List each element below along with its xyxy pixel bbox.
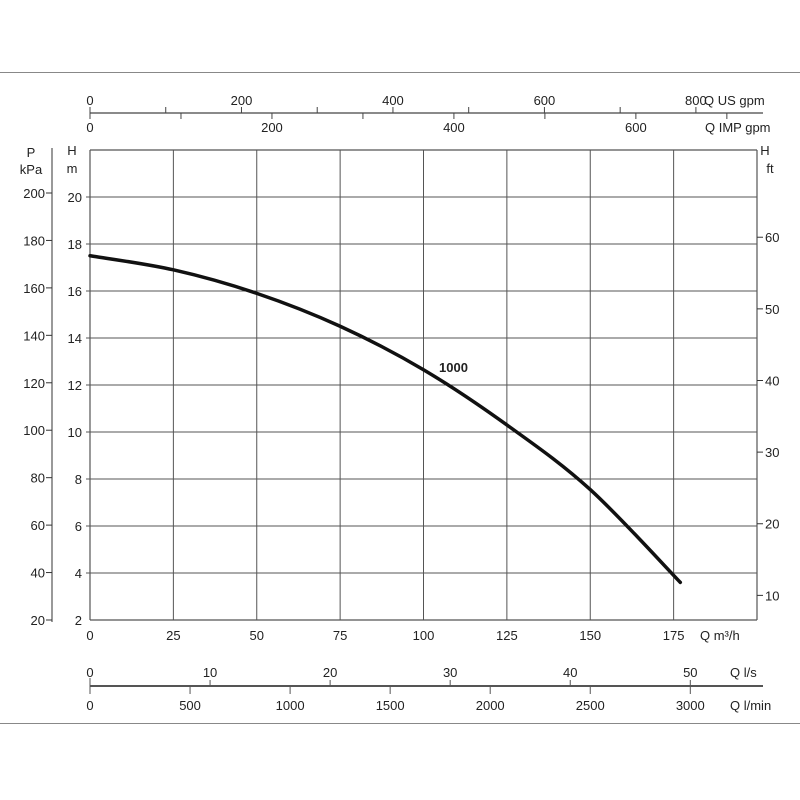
tick-label-imp-gpm: 200 [261,120,283,135]
tick-label-imp-gpm: 400 [443,120,465,135]
y-tick-label-ft: 50 [765,302,779,317]
tick-label-us-gpm: 0 [86,93,93,108]
y-tick-label-m: 14 [68,331,82,346]
tick-label-lmin: 2500 [576,698,605,713]
y-tick-label-kpa: 100 [23,423,45,438]
y-tick-label-ft: 40 [765,373,779,388]
tick-label-imp-gpm: 0 [86,120,93,135]
x-tick-label-m3h: 125 [496,628,518,643]
curve-label: 1000 [439,360,468,375]
tick-label-ls: 30 [443,665,457,680]
x-tick-label-m3h: 0 [86,628,93,643]
y-tick-label-ft: 20 [765,517,779,532]
tick-label-lmin: 3000 [676,698,705,713]
axis-label-ls: Q l/s [730,665,757,680]
pump-curve-1000 [88,254,683,585]
tick-label-us-gpm: 400 [382,93,404,108]
tick-label-us-gpm: 200 [231,93,253,108]
y-axis-unit-m: m [67,161,78,176]
tick-label-lmin: 1500 [376,698,405,713]
y-tick-label-m: 8 [75,472,82,487]
tick-label-ls: 20 [323,665,337,680]
y-tick-label-ft: 60 [765,230,779,245]
axis-label-us-gpm: Q US gpm [704,93,765,108]
y-tick-label-m: 16 [68,284,82,299]
y-tick-label-m: 6 [75,519,82,534]
tick-label-ls: 10 [203,665,217,680]
y-tick-label-m: 2 [75,613,82,628]
y-tick-label-m: 12 [68,378,82,393]
y-tick-label-kpa: 180 [23,233,45,248]
y-axis-label-h: H [67,143,76,158]
y-axis-unit-kpa: kPa [20,162,43,177]
x-tick-label-m3h: 100 [413,628,435,643]
tick-label-us-gpm: 600 [534,93,556,108]
y-tick-label-kpa: 20 [31,613,45,628]
x-axis-label-m3h: Q m³/h [700,628,740,643]
tick-label-us-gpm: 800 [685,93,707,108]
tick-label-lmin: 0 [86,698,93,713]
y-tick-label-ft: 10 [765,588,779,603]
y-axis-unit-ft: ft [766,161,774,176]
y-axis-label-h-right: H [760,143,769,158]
tick-label-lmin: 2000 [476,698,505,713]
x-tick-label-m3h: 150 [579,628,601,643]
y-axis-label-p: P [27,145,36,160]
y-tick-label-m: 18 [68,237,82,252]
x-tick-label-m3h: 25 [166,628,180,643]
x-tick-label-m3h: 75 [333,628,347,643]
y-tick-label-kpa: 40 [31,566,45,581]
y-tick-label-ft: 30 [765,445,779,460]
y-tick-label-kpa: 80 [31,471,45,486]
x-tick-label-m3h: 50 [250,628,264,643]
y-tick-label-m: 10 [68,425,82,440]
x-tick-label-m3h: 175 [663,628,685,643]
y-tick-label-kpa: 140 [23,328,45,343]
y-tick-label-kpa: 160 [23,281,45,296]
tick-label-lmin: 500 [179,698,201,713]
tick-label-lmin: 1000 [276,698,305,713]
tick-label-ls: 40 [563,665,577,680]
axis-label-imp-gpm: Q IMP gpm [705,120,771,135]
y-tick-label-kpa: 200 [23,186,45,201]
tick-label-ls: 50 [683,665,697,680]
axis-label-lmin: Q l/min [730,698,771,713]
y-tick-label-m: 4 [75,566,82,581]
tick-label-ls: 0 [86,665,93,680]
y-tick-label-kpa: 120 [23,376,45,391]
chart-frame [0,72,800,724]
tick-label-imp-gpm: 600 [625,120,647,135]
y-tick-label-kpa: 60 [31,518,45,533]
y-tick-label-m: 20 [68,190,82,205]
